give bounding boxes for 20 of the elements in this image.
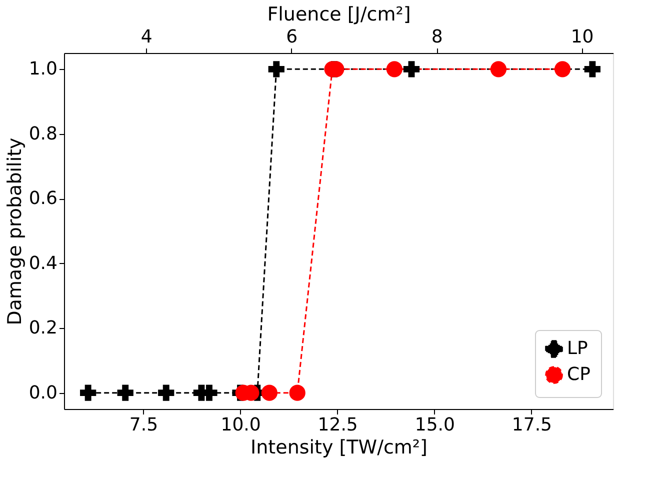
y-tick-label: 0.0	[28, 382, 58, 404]
x2-tick-label: 6	[286, 26, 298, 48]
x2-tick-label: 4	[140, 26, 152, 48]
legend-label: CP	[567, 364, 591, 385]
y-axis-title: Damage probability	[4, 138, 26, 326]
y-tick-label: 0.2	[28, 318, 58, 339]
x2-axis-title: Fluence [J/cm²]	[267, 4, 411, 26]
x-tick-label: 15.0	[414, 414, 455, 436]
x-tick-label: 17.5	[512, 414, 552, 436]
x2-tick-label: 8	[431, 26, 443, 48]
y-tick-label: 1.0	[28, 58, 58, 80]
x2-tick-label: 10	[570, 26, 594, 48]
x-tick-label: 10.0	[220, 414, 261, 436]
x-tick-label: 7.5	[129, 414, 158, 436]
x-axis-title: Intensity [TW/cm²]	[250, 436, 428, 458]
y-tick-label: 0.4	[28, 252, 58, 274]
y-tick-label: 0.6	[28, 188, 58, 210]
y-tick-label: 0.8	[28, 123, 58, 144]
x-tick-label: 12.5	[318, 414, 358, 436]
legend-label: LP	[567, 338, 588, 359]
